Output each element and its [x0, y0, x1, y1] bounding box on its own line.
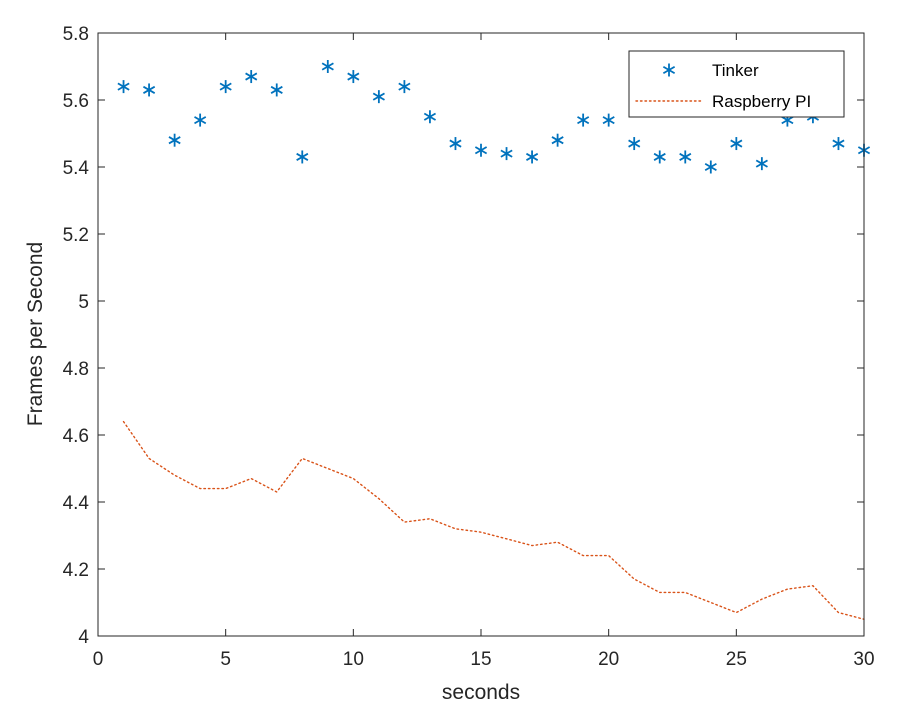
x-tick-label: 30	[853, 649, 874, 670]
tinker-point	[704, 160, 717, 174]
tinker-point	[142, 83, 156, 97]
y-tick-label: 4.4	[63, 493, 90, 514]
x-tick-label: 0	[93, 649, 104, 670]
y-tick-label: 4	[78, 627, 89, 648]
series-1	[122, 420, 865, 620]
tinker-point	[321, 60, 334, 73]
y-tick-label: 5.6	[63, 91, 89, 112]
tinker-point	[474, 143, 488, 157]
x-tick-label: 10	[343, 649, 364, 670]
tinker-point	[653, 150, 666, 164]
legend-label: Raspberry PI	[712, 92, 811, 111]
tinker-point	[245, 70, 258, 84]
tinker-point	[679, 150, 692, 164]
tinker-point	[755, 157, 768, 171]
y-tick-label: 4.8	[63, 359, 89, 380]
tinker-point	[270, 83, 283, 97]
tinker-point	[372, 90, 385, 104]
y-tick-label: 4.2	[63, 560, 89, 581]
y-axis-label: Frames per Second	[24, 242, 47, 426]
legend-item-1: Raspberry PI	[635, 92, 811, 111]
tinker-point	[117, 80, 130, 94]
plot-area	[98, 33, 864, 636]
tinker-point	[296, 150, 309, 164]
legend-label: Tinker	[712, 61, 759, 80]
x-tick-label: 20	[598, 649, 619, 670]
tinker-point	[832, 137, 845, 151]
tinker-point	[423, 110, 437, 124]
tinker-point	[525, 150, 539, 164]
raspberry-pi-line	[122, 420, 865, 620]
tinker-point	[577, 113, 590, 127]
tinker-point	[398, 80, 411, 94]
tinker-point	[500, 147, 513, 161]
legend-item-0: Tinker	[662, 61, 759, 80]
tinker-point	[347, 70, 360, 84]
y-tick-label: 5.8	[63, 24, 89, 45]
tinker-point	[449, 137, 462, 151]
legend-box	[628, 50, 845, 118]
y-tick-label: 4.6	[63, 426, 89, 447]
x-tick-label: 15	[470, 649, 491, 670]
legend-asterisk-swatch	[662, 63, 676, 77]
x-tick-label: 5	[220, 649, 231, 670]
tinker-point	[602, 113, 615, 127]
y-tick-label: 5.4	[63, 158, 90, 179]
tinker-point	[168, 133, 181, 147]
y-tick-label: 5.2	[63, 225, 89, 246]
tinker-point	[628, 137, 641, 151]
tinker-point	[730, 137, 743, 151]
x-axis-label: seconds	[442, 681, 520, 704]
y-tick-label: 5	[78, 292, 89, 313]
tinker-point	[219, 80, 232, 94]
tinker-point	[551, 133, 564, 147]
series-0	[117, 60, 871, 174]
tinker-point	[194, 113, 207, 127]
x-tick-label: 25	[726, 649, 747, 670]
plot-frame	[97, 32, 865, 637]
legend: Tinker Raspberry PI	[628, 50, 845, 118]
